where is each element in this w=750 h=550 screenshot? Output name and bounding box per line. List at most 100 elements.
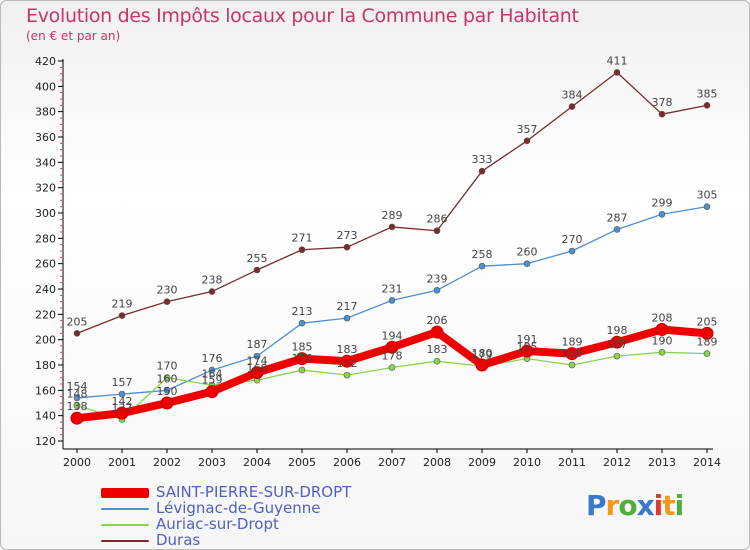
series-1-point-2000	[73, 394, 81, 402]
series-3-point-2007	[388, 223, 396, 231]
x-tick-label-2011: 2011	[558, 456, 586, 469]
y-tick-label-220: 220	[35, 308, 56, 321]
x-tick-label-2008: 2008	[423, 456, 451, 469]
legend-item-saint-pierre: SAINT-PIERRE-SUR-DROPT	[101, 483, 421, 501]
series-1-point-2002	[163, 387, 171, 394]
series-1-point-2012	[613, 226, 621, 233]
legend-label-saint-pierre: SAINT-PIERRE-SUR-DROPT	[156, 483, 352, 501]
series-3-point-2013	[658, 110, 666, 118]
series-1-point-2008	[433, 286, 441, 294]
x-tick-label-2000: 2000	[63, 456, 91, 469]
series-2-label-2010: 185	[517, 341, 538, 354]
y-tick-label-300: 300	[35, 207, 56, 220]
series-3-label-2007: 289	[382, 209, 403, 222]
legend-swatch-auriac	[101, 524, 149, 526]
series-3-point-2004	[253, 266, 261, 274]
series-2-label-2014: 189	[697, 336, 718, 349]
series-0-point-2006	[340, 354, 354, 368]
series-1-point-2001	[118, 390, 126, 398]
series-0-point-2013	[655, 323, 669, 337]
series-1-label-2001: 157	[112, 376, 133, 389]
series-0-point-2011	[565, 347, 579, 361]
series-0-point-2003	[205, 385, 219, 399]
series-0-point-2000	[70, 411, 84, 425]
series-2-label-2007: 178	[382, 350, 403, 363]
series-0-label-2010: 191	[517, 333, 538, 346]
series-0-label-2009: 180	[472, 347, 493, 360]
series-3-label-2010: 357	[517, 123, 538, 136]
series-2-point-2005	[298, 366, 306, 374]
series-0-point-2010	[520, 344, 534, 358]
series-3-label-2013: 378	[652, 96, 673, 109]
series-3-point-2012	[613, 69, 621, 76]
series-1-label-2009: 258	[472, 248, 493, 261]
series-3-label-2011: 384	[562, 89, 583, 102]
series-2-label-2002: 170	[157, 360, 178, 373]
series-3-label-2004: 255	[247, 252, 268, 265]
series-1-point-2005	[298, 319, 306, 327]
legend-swatch-duras	[101, 540, 149, 542]
series-0-label-2005: 185	[292, 341, 313, 354]
series-2-point-2012	[613, 352, 621, 360]
series-3-point-2009	[478, 167, 486, 175]
series-3-point-2006	[343, 243, 351, 251]
series-0-label-2001: 142	[112, 395, 133, 408]
series-1-label-2007: 231	[382, 282, 403, 295]
legend-label-duras: Duras	[156, 531, 201, 549]
series-2-point-2014	[703, 350, 711, 357]
x-tick-label-2012: 2012	[603, 456, 631, 469]
series-0-label-2011: 189	[562, 336, 583, 349]
proxiti-logo: Proxiti	[586, 489, 684, 522]
series-3-label-2014: 385	[697, 87, 718, 100]
y-tick-label-120: 120	[35, 435, 56, 448]
series-2-label-2008: 183	[427, 343, 448, 356]
y-tick-label-180: 180	[35, 359, 56, 372]
series-0-point-2005	[295, 352, 309, 366]
series-3-point-2011	[568, 103, 576, 110]
series-2-label-2012: 187	[607, 338, 628, 351]
series-2-label-2004: 168	[247, 362, 268, 375]
y-tick-label-240: 240	[35, 283, 56, 296]
series-2-label-2009: 179	[472, 348, 493, 361]
series-0-point-2008	[430, 325, 444, 339]
y-tick-label-380: 380	[35, 106, 56, 119]
series-2-point-2002	[163, 374, 171, 381]
y-tick-label-280: 280	[35, 232, 56, 245]
series-2-label-2001: 137	[112, 401, 133, 414]
x-tick-label-2010: 2010	[513, 456, 541, 469]
series-3-label-2008: 286	[427, 213, 448, 226]
series-2-label-2006: 172	[337, 357, 358, 370]
x-tick-label-2002: 2002	[153, 456, 181, 469]
series-3-point-2014	[703, 102, 711, 109]
series-2-point-2007	[388, 364, 396, 371]
series-1-point-2004	[253, 352, 261, 360]
series-1-point-2014	[703, 203, 711, 210]
series-3-point-2000	[73, 330, 81, 337]
series-2-point-2013	[658, 349, 666, 356]
series-1-label-2005: 213	[292, 305, 313, 318]
series-2-point-2008	[433, 357, 441, 365]
y-tick-label-400: 400	[35, 80, 56, 93]
series-1-label-2003: 176	[202, 352, 223, 365]
legend-item-auriac: Auriac-sur-Dropt	[101, 515, 421, 533]
x-tick-label-2006: 2006	[333, 456, 361, 469]
series-3-label-2000: 205	[67, 315, 88, 328]
series-1-point-2003	[208, 366, 216, 374]
legend-swatch-saint-pierre	[101, 488, 149, 498]
series-0-point-2001	[115, 406, 129, 420]
series-3-point-2002	[163, 298, 171, 305]
series-3-point-2010	[523, 137, 531, 145]
x-tick-label-2004: 2004	[243, 456, 271, 469]
series-1-label-2011: 270	[562, 233, 583, 246]
x-tick-label-2001: 2001	[108, 456, 136, 469]
series-0-label-2002: 150	[157, 385, 178, 398]
series-0-label-2004: 174	[247, 355, 268, 368]
series-0-label-2000: 138	[67, 400, 88, 413]
x-tick-label-2007: 2007	[378, 456, 406, 469]
series-2-label-2005: 176	[292, 352, 313, 365]
x-tick-label-2009: 2009	[468, 456, 496, 469]
y-tick-label-200: 200	[35, 334, 56, 347]
series-1-point-2011	[568, 247, 576, 255]
